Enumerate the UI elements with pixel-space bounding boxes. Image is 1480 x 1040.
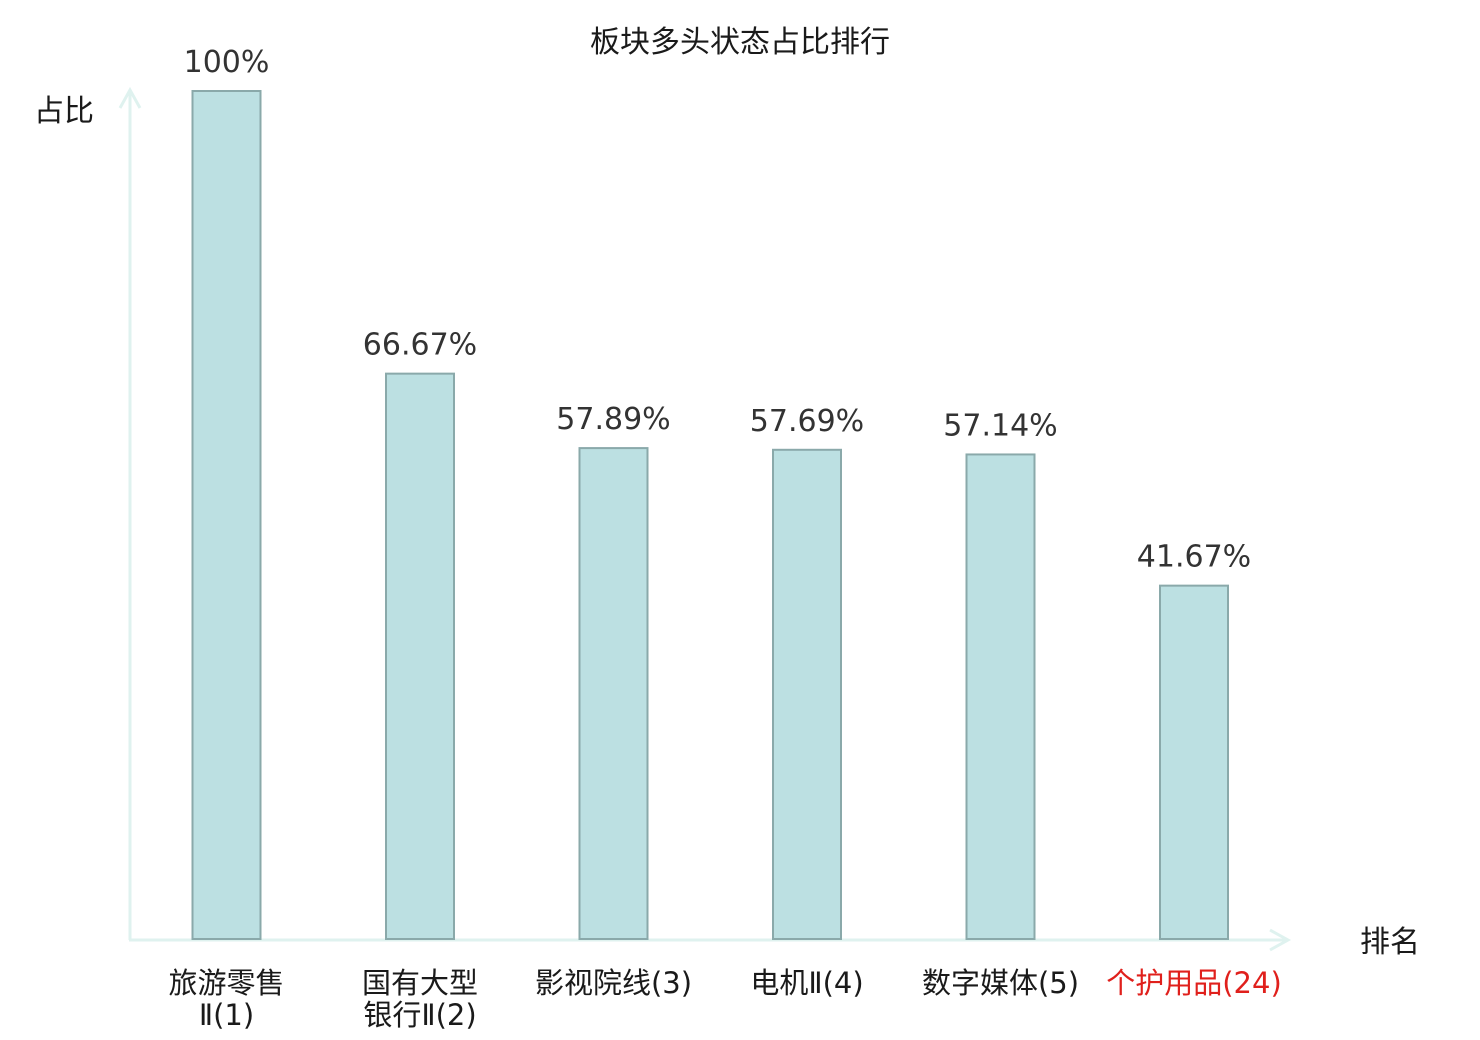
category-label: 旅游零售 bbox=[168, 966, 284, 1000]
category-label: 电机Ⅱ(4) bbox=[750, 966, 863, 1000]
bar-value-label: 41.67% bbox=[1137, 540, 1251, 575]
bar bbox=[578, 447, 649, 940]
bar-value-label: 100% bbox=[184, 45, 270, 80]
bars bbox=[191, 90, 1229, 941]
category-label: 个护用品(24) bbox=[1106, 966, 1282, 1000]
bar bbox=[965, 453, 1036, 940]
category-label: 银行Ⅱ(2) bbox=[363, 998, 476, 1032]
axes bbox=[118, 86, 1292, 952]
category-label: Ⅱ(1) bbox=[199, 998, 254, 1032]
bar-value-label: 57.89% bbox=[556, 402, 670, 437]
y-axis-arrow bbox=[118, 86, 142, 109]
category-label: 国有大型 bbox=[362, 966, 478, 1000]
x-axis-arrow bbox=[1269, 928, 1292, 952]
bar bbox=[1159, 584, 1229, 941]
category-label: 数字媒体(5) bbox=[922, 966, 1079, 1000]
bar-value-label: 66.67% bbox=[363, 328, 477, 363]
category-label: 影视院线(3) bbox=[535, 966, 692, 1000]
bar bbox=[385, 372, 455, 940]
x-axis-label: 排名 bbox=[1360, 925, 1420, 960]
bar-value-label: 57.69% bbox=[750, 404, 864, 439]
value-labels: 100% 66.67% 57.89% 57.69% 57.14% 41.67% bbox=[184, 45, 1252, 575]
y-axis-label: 占比 bbox=[34, 94, 94, 129]
bar bbox=[772, 448, 842, 940]
bar bbox=[191, 90, 262, 940]
chart-title: 板块多头状态占比排行 bbox=[590, 25, 890, 60]
bar-value-label: 57.14% bbox=[943, 408, 1057, 443]
